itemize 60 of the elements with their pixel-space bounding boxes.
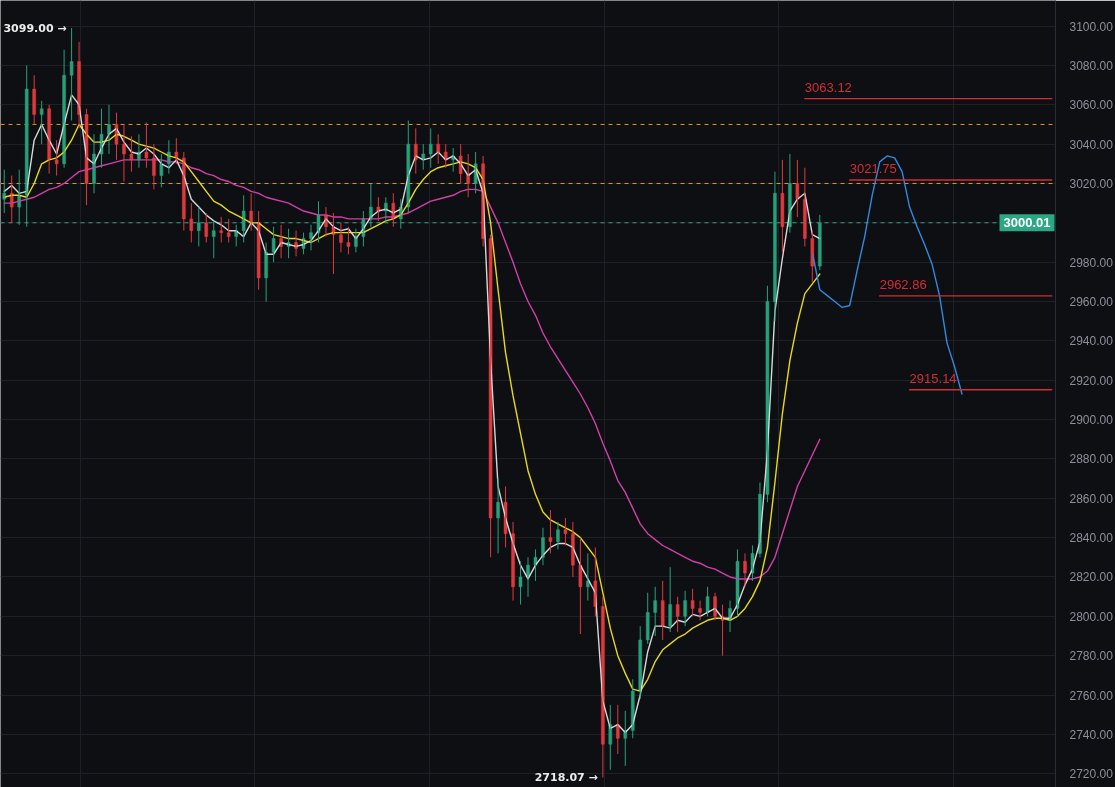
y-tick-label: 2980.00	[1069, 255, 1114, 270]
y-tick-label: 2740.00	[1069, 727, 1114, 742]
y-tick-label: 3100.00	[1069, 19, 1114, 34]
candlestick	[39, 100, 44, 145]
candlestick	[675, 596, 680, 633]
candlestick	[548, 509, 553, 554]
ref-line-label: 3000.01	[1003, 215, 1051, 231]
candlestick	[690, 588, 695, 617]
candlestick	[256, 210, 261, 291]
y-tick-label: 2860.00	[1069, 491, 1114, 506]
annotation: 2718.07 →	[534, 771, 598, 785]
y-tick-label: 2960.00	[1069, 295, 1114, 310]
candlestick	[533, 548, 538, 582]
candlestick	[84, 108, 89, 206]
y-tick-label: 2880.00	[1069, 452, 1114, 467]
candlestick	[795, 159, 800, 218]
y-tick-label: 3060.00	[1069, 98, 1114, 113]
candlestick	[436, 133, 440, 165]
y-tick-label: 3020.00	[1069, 176, 1114, 191]
y-tick-label: 2820.00	[1069, 570, 1114, 585]
candlestick	[204, 212, 209, 243]
y-tick-label: 2720.00	[1069, 767, 1114, 782]
candlestick	[503, 485, 508, 548]
y-tick-label: 2840.00	[1069, 531, 1114, 546]
candlestick	[428, 127, 433, 169]
y-tick-label: 2900.00	[1069, 413, 1114, 428]
y-tick-label: 3040.00	[1069, 137, 1114, 152]
y-tick-label: 2920.00	[1069, 373, 1114, 388]
data-label: 3063.12	[804, 79, 852, 95]
candlestick	[129, 135, 134, 173]
candlestick	[271, 226, 276, 263]
candlestick	[54, 139, 59, 177]
y-tick-label: 2940.00	[1069, 334, 1114, 349]
candlestick	[114, 112, 119, 161]
candlestick	[69, 27, 74, 122]
data-label: 2915.14	[909, 370, 957, 386]
candlestick	[780, 159, 785, 253]
candlestick	[563, 517, 568, 546]
candlestick	[219, 216, 223, 243]
candlestick	[99, 108, 104, 169]
candlestick	[750, 545, 755, 582]
candlestick	[488, 234, 493, 558]
y-tick-label: 2760.00	[1069, 688, 1114, 703]
candlestick	[765, 285, 770, 503]
y-tick-label: 2800.00	[1069, 609, 1114, 624]
candlestick	[159, 153, 164, 188]
candlestick	[376, 196, 381, 222]
candlestick	[226, 218, 231, 243]
y-tick-label: 2780.00	[1069, 649, 1114, 664]
candlestick	[578, 537, 583, 635]
candlestick	[346, 226, 351, 255]
line-series	[811, 155, 963, 395]
data-label: 2962.86	[879, 276, 927, 292]
candlestick	[653, 586, 657, 637]
candlestick	[518, 560, 523, 606]
annotation: 3099.00 →	[3, 21, 67, 35]
candlestick	[705, 586, 710, 617]
y-tick-label: 3080.00	[1069, 58, 1114, 73]
candlestick	[144, 121, 149, 169]
candlestick	[735, 548, 740, 617]
